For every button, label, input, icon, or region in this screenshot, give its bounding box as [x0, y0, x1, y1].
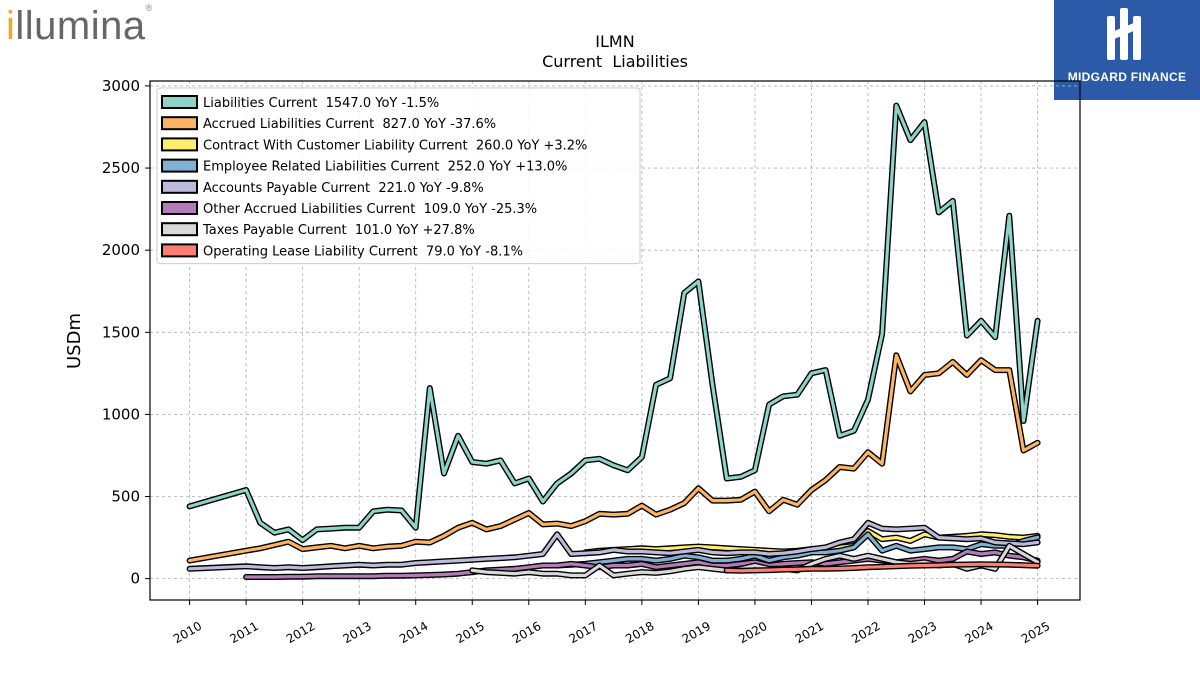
illumina-logo: illumina®	[6, 2, 153, 48]
x-tick-label: 2015	[454, 619, 487, 646]
x-tick-label: 2019	[680, 619, 713, 646]
legend-label-2: Contract With Customer Liability Current…	[203, 138, 587, 153]
legend-label-1: Accrued Liabilities Current 827.0 YoY -3…	[203, 117, 496, 132]
y-tick-label: 2000	[102, 241, 140, 259]
legend-swatch-4	[161, 179, 198, 194]
legend-label-7: Operating Lease Liability Current 79.0 Y…	[203, 244, 523, 259]
legend-swatch-2	[161, 137, 198, 152]
chart-subtitle: Current Liabilities	[542, 52, 688, 71]
x-tick-label: 2018	[623, 619, 656, 646]
legend-box	[156, 87, 641, 265]
x-tick-label: 2016	[510, 619, 543, 646]
legend-swatch-7	[161, 243, 198, 258]
x-tick-label: 2024	[962, 619, 995, 646]
y-axis-label: USDm	[64, 313, 85, 369]
series-line-0	[188, 104, 1040, 542]
y-tick-label: 2500	[102, 159, 140, 177]
legend-label-0: Liabilities Current 1547.0 YoY -1.5%	[203, 96, 439, 111]
y-tick-label: 1500	[102, 323, 140, 341]
x-tick-label: 2013	[340, 619, 373, 646]
x-tick-label: 2022	[849, 619, 882, 646]
logo-text: llumina	[15, 4, 146, 48]
y-tick-label: 0	[130, 570, 140, 588]
series-line-3	[555, 532, 1040, 568]
series-line-1	[188, 353, 1040, 563]
x-tick-label: 2014	[397, 619, 430, 646]
x-tick-label: 2021	[793, 619, 826, 646]
legend-swatch-6	[161, 222, 198, 237]
legend-swatch-5	[161, 201, 198, 215]
x-tick-label: 2023	[906, 619, 939, 646]
corner-logo-label: MIDGARD FINANCE	[1067, 70, 1187, 84]
legend-swatch-3	[161, 158, 198, 173]
plot-frame	[149, 80, 1081, 601]
y-tick-label: 1000	[102, 405, 140, 423]
legend: Liabilities Current 1547.0 YoY -1.5% Accr…	[156, 87, 641, 265]
x-tick-label: 2017	[567, 619, 600, 646]
x-tick-label: 2012	[284, 619, 317, 646]
x-tick-label: 2025	[1019, 619, 1052, 646]
series-line-7	[725, 562, 1040, 573]
midgard-finance-logo: MIDGARD FINANCE	[1054, 0, 1200, 100]
chart-title: ILMN	[595, 32, 634, 51]
legend-swatch-0	[161, 95, 198, 109]
legend-label-3: Employee Related Liabilities Current 252…	[203, 160, 567, 175]
legend-label-6: Taxes Payable Current 101.0 YoY +27.8%	[202, 223, 475, 238]
y-tick-label: 3000	[102, 77, 140, 95]
midgard-emblem-icon	[1107, 8, 1141, 60]
y-tick-label: 500	[111, 488, 140, 506]
x-tick-label: 2011	[227, 619, 260, 646]
x-tick-label: 2010	[171, 619, 204, 646]
series-line-4	[188, 521, 1040, 571]
legend-label-4: Accounts Payable Current 221.0 YoY -9.8%	[203, 181, 484, 196]
legend-swatch-1	[161, 116, 198, 131]
x-tick-label: 2020	[736, 619, 769, 646]
legend-label-5: Other Accrued Liabilities Current 109.0 …	[203, 202, 537, 217]
series-lines	[186, 102, 1041, 580]
